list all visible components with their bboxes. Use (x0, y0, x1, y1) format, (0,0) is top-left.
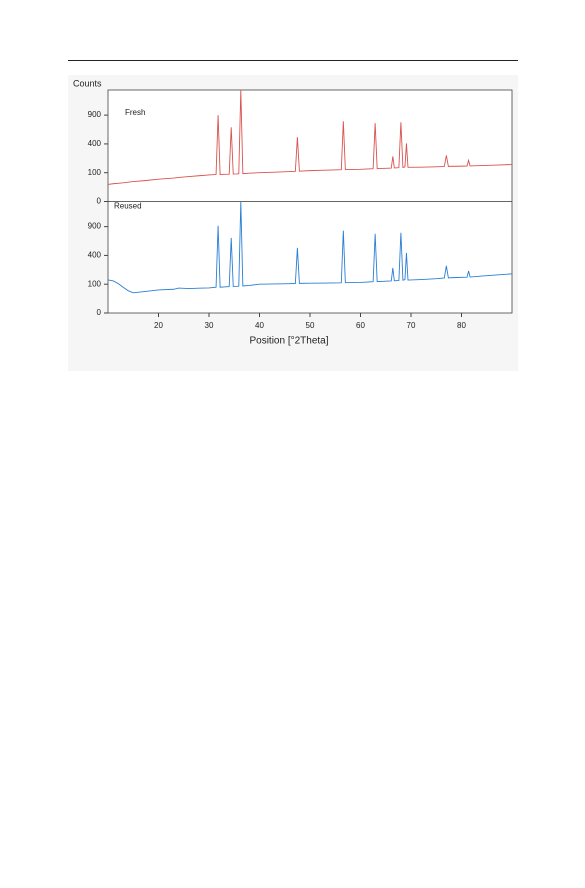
x-tick-label: 40 (255, 321, 264, 330)
y-tick-label: 900 (88, 222, 102, 231)
line-series (107, 89, 513, 185)
x-tick-label: 50 (306, 321, 315, 330)
x-tick-label: 20 (154, 321, 163, 330)
line-series (107, 201, 513, 294)
x-tick-label: 30 (205, 321, 214, 330)
y-tick-label: 0 (97, 197, 102, 206)
y-tick-label: 100 (88, 279, 102, 288)
y-tick-label: 400 (88, 139, 102, 148)
y-tick-label: 0 (97, 308, 102, 317)
x-axis-label: Position [°2Theta] (249, 336, 328, 347)
y-tick-label: 900 (88, 110, 102, 119)
panel-label: Reused (114, 202, 142, 211)
panel-label: Fresh (125, 108, 145, 117)
x-tick-label: 60 (356, 321, 365, 330)
x-tick-label: 80 (457, 321, 466, 330)
y-axis-label: Counts (73, 78, 102, 88)
y-tick-label: 400 (88, 251, 102, 260)
x-tick-label: 70 (407, 321, 416, 330)
y-tick-label: 100 (88, 168, 102, 177)
